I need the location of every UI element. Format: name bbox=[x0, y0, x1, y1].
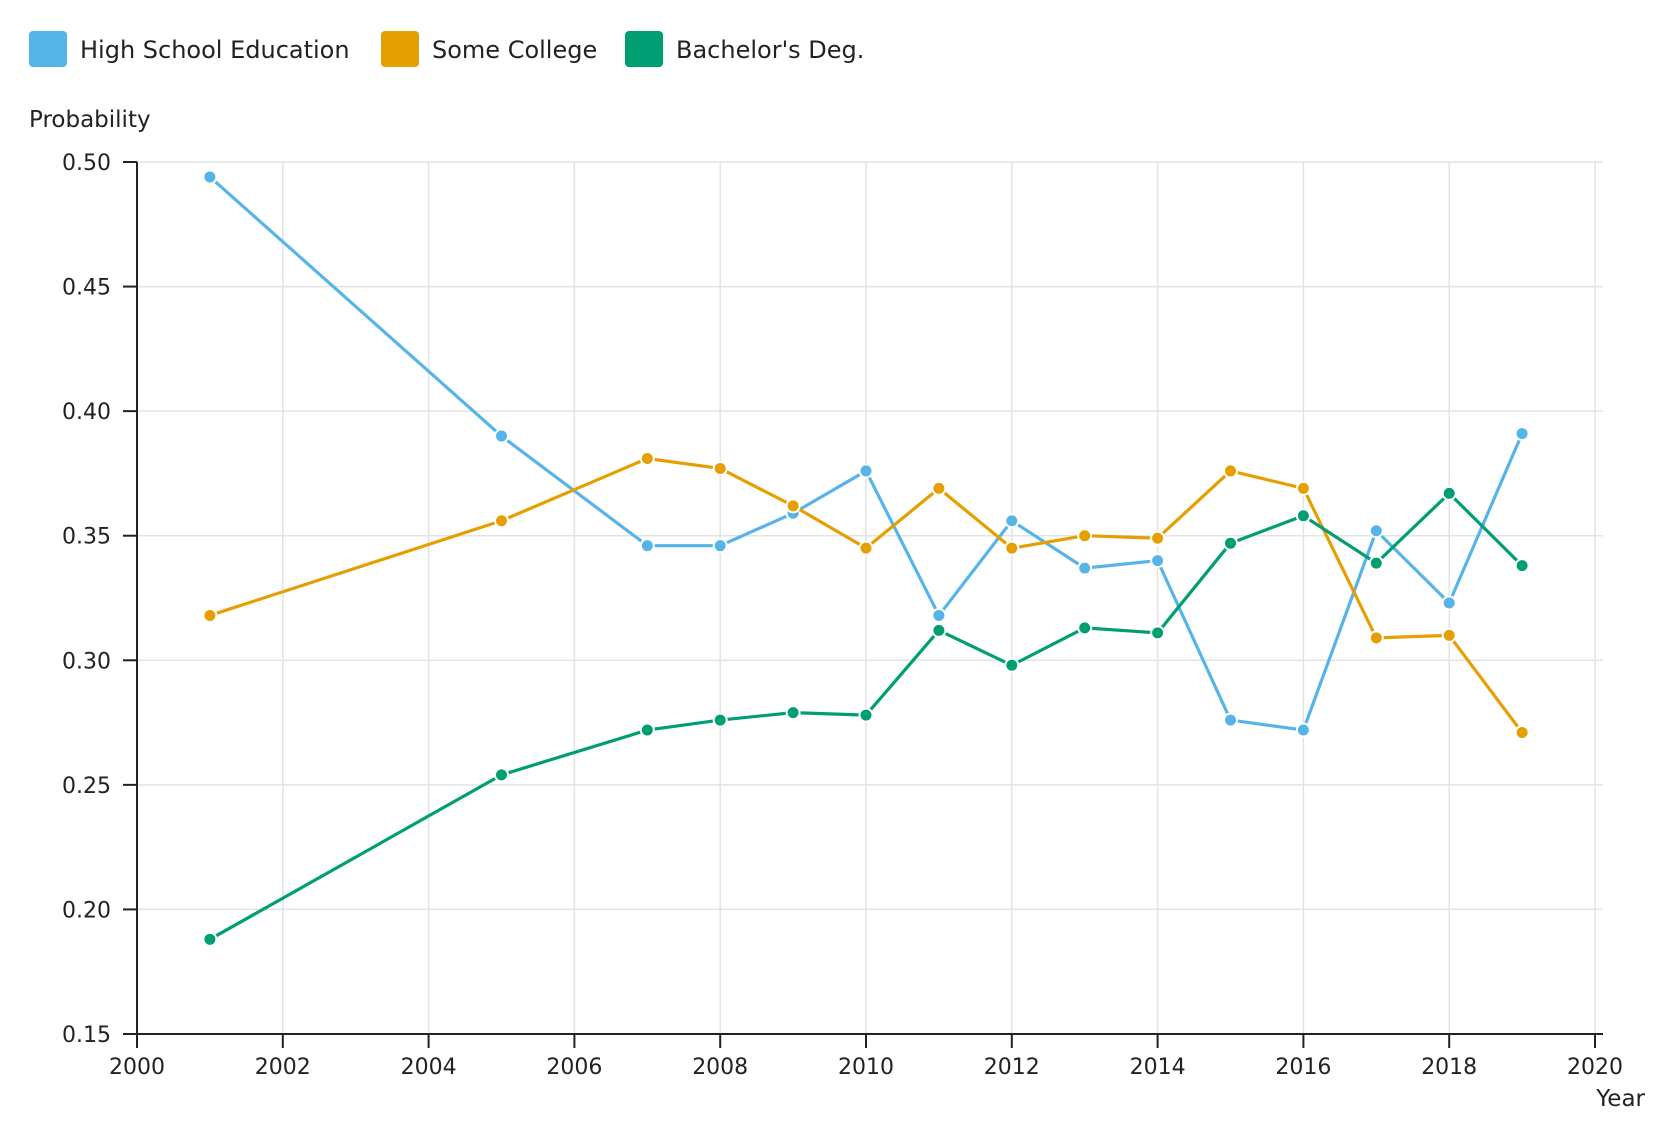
data-point[interactable] bbox=[202, 931, 218, 947]
x-tick-label: 2008 bbox=[692, 1055, 748, 1080]
y-tick-label: 0.30 bbox=[62, 649, 111, 674]
y-tick-label: 0.45 bbox=[62, 276, 111, 301]
y-tick-label: 0.35 bbox=[62, 525, 111, 550]
series-0 bbox=[202, 169, 1530, 738]
data-point[interactable] bbox=[1150, 625, 1166, 641]
x-tick-label: 2002 bbox=[255, 1055, 311, 1080]
data-point[interactable] bbox=[1150, 553, 1166, 569]
data-point[interactable] bbox=[1295, 480, 1311, 496]
data-point[interactable] bbox=[931, 607, 947, 623]
data-point[interactable] bbox=[712, 712, 728, 728]
y-tick-label: 0.40 bbox=[62, 400, 111, 425]
legend-item[interactable]: Bachelor's Deg. bbox=[625, 31, 864, 67]
data-point[interactable] bbox=[858, 707, 874, 723]
legend-swatch bbox=[381, 31, 419, 67]
data-point[interactable] bbox=[1441, 627, 1457, 643]
data-point[interactable] bbox=[1223, 712, 1238, 728]
axes: Probability Year 0.15 0.20 0.25 0.30 0.35 0.4… bbox=[29, 107, 1646, 1112]
data-point[interactable] bbox=[639, 722, 655, 738]
x-tick-label: 2006 bbox=[546, 1055, 602, 1080]
legend-label: High School Education bbox=[80, 36, 350, 64]
y-tick-label: 0.20 bbox=[62, 898, 111, 923]
legend-label: Some College bbox=[432, 36, 597, 64]
data-point[interactable] bbox=[712, 460, 728, 476]
series-1 bbox=[202, 450, 1530, 741]
legend-label: Bachelor's Deg. bbox=[676, 36, 864, 64]
grid bbox=[136, 161, 1603, 1035]
x-tick-label: 2020 bbox=[1567, 1055, 1623, 1080]
data-point[interactable] bbox=[1441, 485, 1457, 501]
data-point[interactable] bbox=[494, 428, 509, 444]
data-point[interactable] bbox=[1004, 513, 1020, 529]
data-point[interactable] bbox=[639, 450, 655, 466]
legend-item[interactable]: Some College bbox=[381, 31, 597, 67]
data-point[interactable] bbox=[1223, 463, 1238, 479]
data-point[interactable] bbox=[931, 622, 947, 638]
data-point[interactable] bbox=[494, 767, 509, 783]
data-point[interactable] bbox=[1441, 595, 1457, 611]
y-axis-title: Probability bbox=[29, 107, 151, 133]
data-point[interactable] bbox=[785, 705, 801, 721]
data-point[interactable] bbox=[1295, 722, 1311, 738]
legend-swatch bbox=[29, 31, 67, 67]
data-point[interactable] bbox=[1368, 523, 1384, 539]
data-point[interactable] bbox=[1514, 426, 1530, 442]
data-point[interactable] bbox=[1368, 555, 1384, 571]
data-point[interactable] bbox=[1077, 528, 1093, 544]
data-point[interactable] bbox=[1004, 540, 1020, 556]
y-tick-label: 0.25 bbox=[62, 774, 111, 799]
data-point[interactable] bbox=[202, 607, 218, 623]
data-point[interactable] bbox=[1514, 725, 1530, 741]
data-point[interactable] bbox=[1514, 558, 1530, 574]
legend-item[interactable]: High School Education bbox=[29, 31, 350, 67]
data-point[interactable] bbox=[1150, 530, 1166, 546]
data-point[interactable] bbox=[1077, 560, 1093, 576]
x-tick-label: 2018 bbox=[1421, 1055, 1477, 1080]
data-point[interactable] bbox=[1077, 620, 1093, 636]
x-tick-label: 2014 bbox=[1130, 1055, 1186, 1080]
data-point[interactable] bbox=[1004, 657, 1020, 673]
data-point[interactable] bbox=[639, 538, 655, 554]
data-point[interactable] bbox=[202, 169, 218, 185]
data-point[interactable] bbox=[712, 538, 728, 554]
x-tick-label: 2010 bbox=[838, 1055, 894, 1080]
data-point[interactable] bbox=[858, 463, 874, 479]
data-point[interactable] bbox=[494, 513, 509, 529]
data-point[interactable] bbox=[858, 540, 874, 556]
series bbox=[202, 169, 1530, 947]
data-point[interactable] bbox=[1368, 630, 1384, 646]
x-axis-title: Year bbox=[1595, 1086, 1645, 1112]
x-tick-label: 2012 bbox=[984, 1055, 1040, 1080]
legend-swatch bbox=[625, 31, 663, 67]
x-tick-label: 2004 bbox=[401, 1055, 457, 1080]
x-tick-label: 2000 bbox=[109, 1055, 165, 1080]
y-tick-label: 0.50 bbox=[62, 151, 111, 176]
data-point[interactable] bbox=[785, 498, 801, 514]
data-point[interactable] bbox=[1223, 535, 1238, 551]
x-tick-label: 2016 bbox=[1275, 1055, 1331, 1080]
y-tick-label: 0.15 bbox=[62, 1023, 111, 1048]
legend: High School Education Some College Bachelo… bbox=[29, 31, 864, 67]
data-point[interactable] bbox=[1295, 508, 1311, 524]
data-point[interactable] bbox=[931, 480, 947, 496]
series-2 bbox=[202, 485, 1530, 947]
